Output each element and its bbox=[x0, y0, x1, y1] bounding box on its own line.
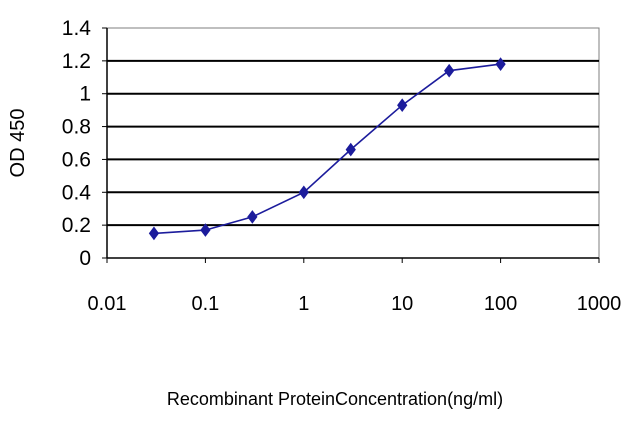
data-point bbox=[495, 57, 506, 71]
x-tick-label: 1000 bbox=[577, 293, 622, 315]
series-line bbox=[153, 63, 501, 235]
x-tick-label: 100 bbox=[484, 293, 517, 315]
x-tick-label: 1 bbox=[298, 293, 309, 315]
y-tick-label: 1 bbox=[79, 83, 91, 106]
y-tick-label: 0.4 bbox=[62, 181, 92, 204]
data-point bbox=[444, 63, 455, 78]
data-point bbox=[148, 226, 160, 241]
x-axis-title: Recombinant ProteinConcentration(ng/ml) bbox=[167, 389, 503, 409]
y-tick-label: 1.2 bbox=[62, 50, 91, 73]
y-tick-labels: 0 0.2 0.4 0.6 0.8 1 1.2 1.4 bbox=[62, 17, 92, 270]
x-tick-label: 0.1 bbox=[191, 293, 219, 315]
y-tick-label: 0.8 bbox=[62, 116, 91, 139]
data-point bbox=[345, 142, 356, 157]
y-tick-label: 1.4 bbox=[62, 17, 92, 40]
y-tick-label: 0.2 bbox=[62, 214, 91, 237]
x-tick-label: 0.01 bbox=[88, 293, 127, 315]
data-point bbox=[200, 223, 211, 237]
y-axis-title: OD 450 bbox=[7, 109, 29, 178]
data-point bbox=[247, 210, 258, 224]
data-point bbox=[397, 98, 408, 113]
data-point bbox=[298, 185, 309, 200]
gridlines bbox=[107, 59, 599, 227]
series-group bbox=[148, 57, 506, 241]
x-tick-labels: 0.01 0.1 1 10 100 1000 bbox=[88, 293, 622, 315]
y-tick-label: 0 bbox=[79, 247, 91, 270]
plot-area bbox=[106, 27, 600, 259]
x-tick-label: 10 bbox=[391, 293, 413, 315]
y-tick-label: 0.6 bbox=[62, 148, 91, 171]
axes bbox=[102, 27, 600, 263]
